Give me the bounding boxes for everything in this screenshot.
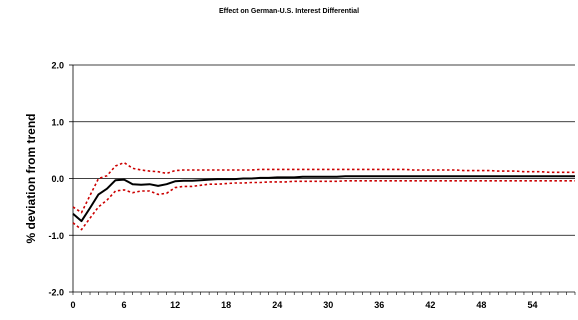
x-tick-label: 48 xyxy=(476,300,486,310)
axes xyxy=(69,64,576,295)
x-tick-label: 36 xyxy=(374,300,384,310)
y-tick-label: 0.0 xyxy=(51,174,64,184)
x-tick-label: 54 xyxy=(527,300,537,310)
series-line-response xyxy=(72,175,575,223)
x-tick-label: 6 xyxy=(122,300,127,310)
y-tick-label: 2.0 xyxy=(51,61,64,71)
y-tick-label: -2.0 xyxy=(48,288,64,298)
y-tick-label: 1.0 xyxy=(51,117,64,127)
x-tick-label: 24 xyxy=(272,300,282,310)
chart-title: Effect on German-U.S. Interest Different… xyxy=(218,8,360,15)
series-line-lower-band xyxy=(72,180,575,231)
gridlines xyxy=(73,64,575,293)
series-line-upper-band xyxy=(72,161,575,214)
x-tick-label: 0 xyxy=(70,300,75,310)
x-tick-label: 12 xyxy=(170,300,180,310)
x-tick-label: 18 xyxy=(221,300,231,310)
y-tick-label: -1.0 xyxy=(48,231,64,241)
x-tick-label: 42 xyxy=(425,300,435,310)
x-tick-label: 30 xyxy=(323,300,333,310)
tick-labels: 2.0 1.0 0.0 -1.0 -2.0 0 6 12 18 24 30 36 42 48 54 % dev… xyxy=(24,61,537,311)
series-lines xyxy=(72,161,575,231)
y-axis-title: % deviation from trend xyxy=(24,113,38,243)
